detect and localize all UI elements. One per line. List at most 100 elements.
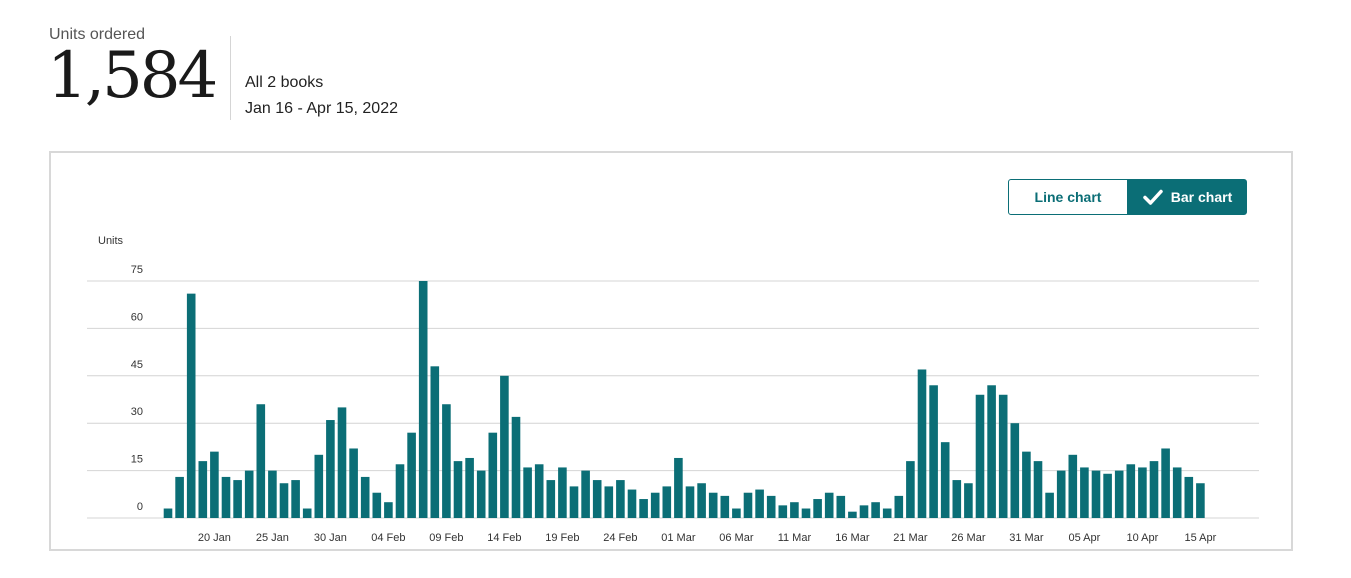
bar[interactable] [1045, 492, 1054, 518]
bar[interactable] [801, 508, 811, 518]
bar[interactable] [500, 375, 509, 518]
bar-chart: Units 0 15 30 45 60 75 20 Jan 25 Jan 30 Jan 04 Feb… [87, 235, 1259, 544]
bar[interactable] [964, 483, 973, 518]
bar[interactable] [790, 502, 799, 518]
bar[interactable] [871, 502, 880, 518]
bar[interactable] [1149, 461, 1159, 518]
bar[interactable] [824, 492, 834, 518]
bar[interactable] [244, 470, 254, 518]
bar[interactable] [314, 454, 324, 518]
bar[interactable] [302, 508, 312, 518]
bar[interactable] [1080, 467, 1089, 518]
bar[interactable] [813, 499, 822, 518]
bar[interactable] [662, 486, 672, 518]
bar[interactable] [1196, 483, 1205, 518]
bar[interactable] [917, 369, 927, 518]
bar[interactable] [685, 486, 695, 518]
bar[interactable] [604, 486, 614, 518]
chart-card: Units 0 15 30 45 60 75 20 Jan 25 Jan 30 Jan 04 Feb… [49, 151, 1293, 551]
bar[interactable] [360, 476, 370, 518]
bar[interactable] [221, 476, 231, 518]
bar[interactable] [1161, 448, 1170, 518]
bar[interactable] [268, 470, 277, 518]
x-tick-label: 19 Feb [545, 532, 579, 544]
bar[interactable] [708, 492, 718, 518]
bar[interactable] [952, 480, 962, 518]
x-tick-label: 31 Mar [1009, 532, 1044, 544]
bar[interactable] [1091, 470, 1101, 518]
bar[interactable] [1126, 464, 1136, 518]
bar[interactable] [581, 470, 590, 518]
bar[interactable] [639, 499, 648, 518]
bar[interactable] [906, 461, 915, 518]
bar[interactable] [616, 480, 625, 518]
bar[interactable] [279, 483, 289, 518]
bar[interactable] [407, 432, 416, 518]
bar[interactable] [882, 508, 892, 518]
bar[interactable] [743, 492, 753, 518]
x-tick-label: 20 Jan [198, 532, 231, 544]
bar[interactable] [1184, 476, 1194, 518]
bar[interactable] [186, 293, 196, 518]
bar[interactable] [442, 404, 451, 518]
bar[interactable] [511, 416, 521, 518]
bar[interactable] [940, 442, 950, 518]
bar[interactable] [337, 407, 347, 518]
bar[interactable] [720, 495, 730, 518]
bar[interactable] [848, 511, 857, 518]
bar[interactable] [418, 281, 428, 518]
bar[interactable] [372, 492, 382, 518]
bar[interactable] [534, 464, 544, 518]
bar[interactable] [384, 502, 393, 518]
bar[interactable] [1010, 423, 1020, 518]
bar[interactable] [558, 467, 567, 518]
bar[interactable] [233, 480, 242, 518]
bar[interactable] [395, 464, 405, 518]
bar[interactable] [198, 461, 208, 518]
bar[interactable] [1114, 470, 1124, 518]
x-tick-label: 11 Mar [778, 532, 812, 544]
bar[interactable] [766, 495, 776, 518]
bar[interactable] [627, 489, 637, 518]
bar[interactable] [1022, 451, 1031, 518]
bar[interactable] [1068, 454, 1078, 518]
bar[interactable] [998, 394, 1008, 518]
bar[interactable] [291, 480, 300, 518]
bar[interactable] [929, 385, 938, 518]
bar[interactable] [778, 505, 788, 518]
bar[interactable] [975, 394, 985, 518]
bar[interactable] [523, 467, 532, 518]
bar[interactable] [210, 451, 219, 518]
bar[interactable] [1033, 461, 1043, 518]
bar[interactable] [326, 420, 335, 518]
bar[interactable] [476, 470, 486, 518]
bar[interactable] [592, 480, 602, 518]
bar[interactable] [256, 404, 266, 518]
bar[interactable] [1172, 467, 1182, 518]
bar[interactable] [674, 457, 683, 518]
line-chart-button[interactable]: Line chart [1008, 179, 1128, 215]
bar[interactable] [650, 492, 660, 518]
bar[interactable] [1056, 470, 1066, 518]
bar[interactable] [163, 508, 173, 518]
bar[interactable] [859, 505, 869, 518]
bar[interactable] [732, 508, 741, 518]
bar[interactable] [1138, 467, 1147, 518]
bar[interactable] [755, 489, 764, 518]
bar[interactable] [430, 366, 440, 518]
bar[interactable] [349, 448, 358, 518]
bar[interactable] [894, 495, 904, 518]
x-tick-label: 16 Mar [835, 532, 870, 544]
bar[interactable] [465, 457, 474, 518]
bar-chart-button[interactable]: Bar chart [1128, 179, 1247, 215]
bar[interactable] [175, 476, 184, 518]
bar[interactable] [987, 385, 996, 518]
bar[interactable] [569, 486, 579, 518]
bar[interactable] [488, 432, 498, 518]
bar[interactable] [453, 461, 463, 518]
bar[interactable] [1103, 473, 1112, 518]
bar[interactable] [546, 480, 556, 518]
bar[interactable] [697, 483, 706, 518]
y-tick-label: 0 [137, 501, 143, 513]
bar[interactable] [836, 495, 846, 518]
